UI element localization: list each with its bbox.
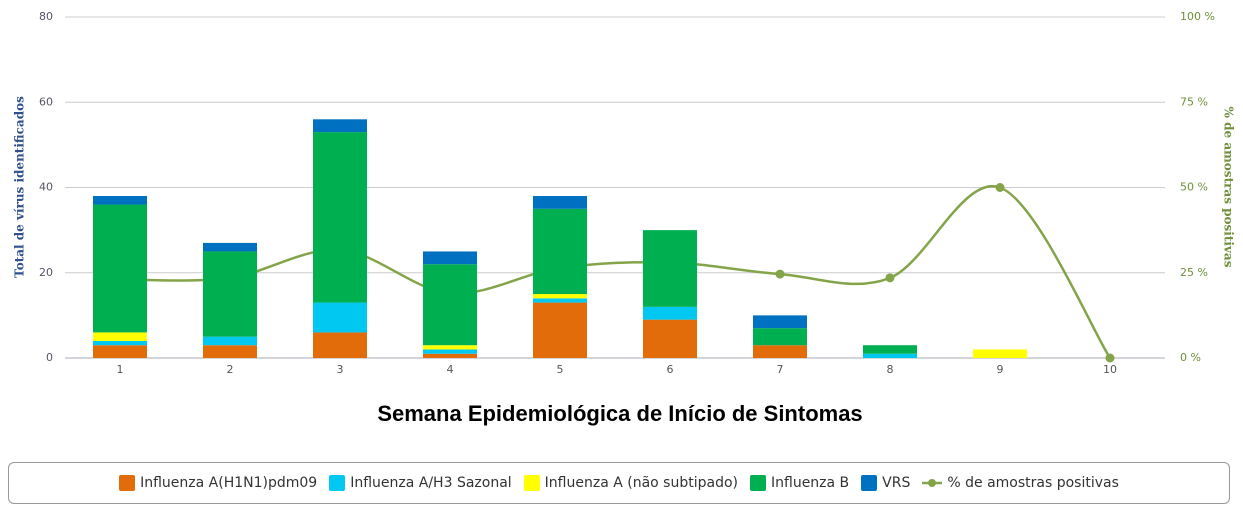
x-tick-label: 9 xyxy=(997,363,1004,376)
legend-dot xyxy=(928,479,937,487)
legend-label: Influenza B xyxy=(771,475,850,491)
legend-label: Influenza A(H1N1)pdm09 xyxy=(140,475,318,491)
bar-segment xyxy=(93,345,147,358)
y-tick-label: 60 xyxy=(39,95,53,108)
bar-segment xyxy=(313,302,367,333)
bar-segment xyxy=(423,251,477,265)
legend: Influenza A(H1N1)pdm09 Influenza A/H3 Saz… xyxy=(8,462,1230,504)
y-tick-label: 20 xyxy=(39,266,53,279)
bar-segment xyxy=(643,230,697,307)
legend-item[interactable]: VRS xyxy=(861,475,910,491)
x-tick-label: 4 xyxy=(447,363,454,376)
bar-segment xyxy=(203,242,257,252)
y2-tick-label: 75 % xyxy=(1180,95,1208,108)
bar-segment xyxy=(203,345,257,358)
y2-tick-label: 100 % xyxy=(1180,10,1215,23)
bar-segment xyxy=(203,336,257,346)
y-tick-label: 80 xyxy=(39,10,53,23)
legend-item[interactable]: Influenza A(H1N1)pdm09 xyxy=(119,475,317,491)
legend-label: VRS xyxy=(882,475,911,491)
legend-swatch xyxy=(523,475,540,491)
x-tick-label: 10 xyxy=(1103,363,1117,376)
x-tick-label: 1 xyxy=(117,363,124,376)
bar-segment xyxy=(533,302,587,358)
point xyxy=(775,269,785,279)
bar-segment xyxy=(753,328,807,346)
legend-item[interactable]: Influenza B xyxy=(750,475,849,491)
legend-swatch xyxy=(329,475,346,491)
x-tick-label: 5 xyxy=(557,363,564,376)
y2-tick-label: 0 % xyxy=(1180,351,1201,364)
bar-segment xyxy=(93,204,147,333)
legend-label: % de amostras positivas xyxy=(947,475,1119,491)
point xyxy=(995,183,1005,192)
line xyxy=(119,184,1112,359)
legend-label: Influenza A (não subtipado) xyxy=(544,475,738,491)
bar-segment xyxy=(533,196,587,209)
bar-segment xyxy=(423,353,477,358)
point xyxy=(885,273,895,283)
x-tick-label: 8 xyxy=(887,363,894,376)
legend-swatch xyxy=(922,479,943,487)
legend-label: Influenza A/H3 Sazonal xyxy=(350,475,512,491)
bar-segment xyxy=(423,345,477,350)
bar-segment xyxy=(93,332,147,341)
bar-segment xyxy=(93,196,147,205)
bar-segment xyxy=(423,264,477,346)
bar-segment xyxy=(863,345,917,354)
x-tick-label: 7 xyxy=(777,363,784,376)
bar-segment xyxy=(973,349,1027,358)
legend-swatch xyxy=(861,475,878,491)
y-axis-title: Total de vírus identificados xyxy=(13,96,27,278)
y-tick-label: 0 xyxy=(46,351,53,364)
point xyxy=(1105,353,1115,363)
bar-segment xyxy=(643,306,697,320)
x-tick-label: 3 xyxy=(337,363,344,376)
bar-segment xyxy=(533,294,587,299)
y2-axis-title: % de amostras positivas xyxy=(1222,107,1236,268)
bar-segment xyxy=(423,349,477,354)
bar-segment xyxy=(313,332,367,358)
bar-segment xyxy=(313,132,367,303)
bar-segment xyxy=(643,319,697,358)
x-tick-label: 2 xyxy=(227,363,234,376)
bar-segment xyxy=(93,340,147,346)
bar-segment xyxy=(533,208,587,295)
bar-segment xyxy=(313,119,367,133)
y2-tick-label: 25 % xyxy=(1180,266,1208,279)
legend-swatch xyxy=(119,475,136,491)
bar-segment xyxy=(753,315,807,329)
legend-item[interactable]: % de amostras positivas xyxy=(922,475,1119,491)
y-tick-label: 40 xyxy=(39,181,53,194)
y2-tick-label: 50 % xyxy=(1180,181,1208,194)
legend-item[interactable]: Influenza A (não subtipado) xyxy=(523,475,738,491)
legend-swatch xyxy=(750,475,766,491)
x-axis-title: Semana Epidemiológica de Início de Sinto… xyxy=(377,401,862,426)
legend-item[interactable]: Influenza A/H3 Sazonal xyxy=(329,475,512,491)
chart: Total de vírus identificados % de amostr… xyxy=(13,10,1236,426)
bar-segment xyxy=(863,353,917,358)
bar-segment xyxy=(753,345,807,358)
bar-segment xyxy=(203,251,257,337)
bar-segment xyxy=(533,298,587,303)
x-tick-label: 6 xyxy=(667,363,674,376)
